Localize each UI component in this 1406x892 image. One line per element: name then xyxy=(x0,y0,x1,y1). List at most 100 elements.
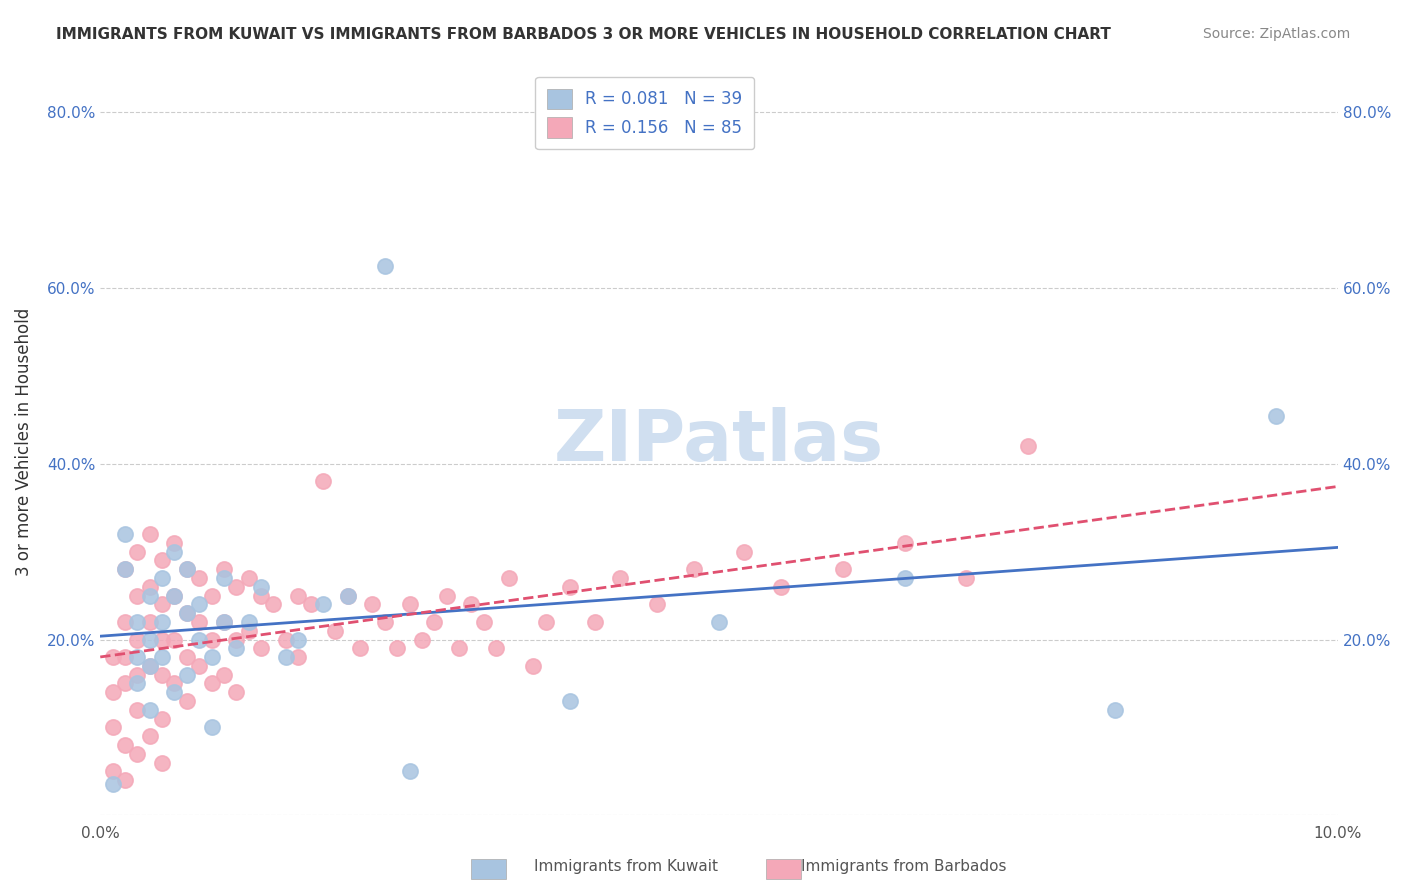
Point xyxy=(831,562,853,576)
Point xyxy=(101,764,124,779)
Text: Immigrants from Kuwait: Immigrants from Kuwait xyxy=(534,859,718,874)
Point xyxy=(127,650,149,665)
Point xyxy=(101,650,124,665)
Point xyxy=(460,598,482,612)
Point xyxy=(325,624,347,638)
Point xyxy=(1017,439,1039,453)
Point xyxy=(683,562,706,576)
Point xyxy=(472,615,495,629)
Point xyxy=(312,475,335,489)
Point xyxy=(250,580,273,594)
Point xyxy=(114,676,136,690)
Y-axis label: 3 or more Vehicles in Household: 3 or more Vehicles in Household xyxy=(15,308,32,576)
Point xyxy=(560,580,582,594)
Point xyxy=(139,729,162,743)
Point xyxy=(201,676,224,690)
Point xyxy=(645,598,668,612)
Point xyxy=(534,615,557,629)
Point xyxy=(287,589,309,603)
Text: Immigrants from Barbados: Immigrants from Barbados xyxy=(801,859,1007,874)
Point xyxy=(560,694,582,708)
Point xyxy=(436,589,458,603)
Text: Source: ZipAtlas.com: Source: ZipAtlas.com xyxy=(1202,27,1350,41)
Point xyxy=(163,544,186,558)
Point xyxy=(769,580,792,594)
Text: IMMIGRANTS FROM KUWAIT VS IMMIGRANTS FROM BARBADOS 3 OR MORE VEHICLES IN HOUSEHO: IMMIGRANTS FROM KUWAIT VS IMMIGRANTS FRO… xyxy=(56,27,1111,42)
Point xyxy=(212,615,235,629)
Point xyxy=(127,589,149,603)
Point xyxy=(707,615,730,629)
Point xyxy=(312,598,335,612)
Point xyxy=(893,571,915,585)
Point xyxy=(114,527,136,541)
Point xyxy=(150,650,173,665)
Point xyxy=(212,615,235,629)
Point xyxy=(374,259,396,273)
Point xyxy=(238,571,260,585)
Point xyxy=(176,667,198,681)
Point xyxy=(176,694,198,708)
Legend: R = 0.081   N = 39, R = 0.156   N = 85: R = 0.081 N = 39, R = 0.156 N = 85 xyxy=(536,77,754,149)
Point xyxy=(1264,409,1286,423)
Point xyxy=(188,598,211,612)
Point xyxy=(485,641,508,656)
Point xyxy=(225,641,247,656)
Point xyxy=(449,641,471,656)
Point xyxy=(114,615,136,629)
Point xyxy=(238,615,260,629)
Point xyxy=(101,720,124,734)
Point xyxy=(127,544,149,558)
Point xyxy=(250,641,273,656)
Point xyxy=(387,641,409,656)
Point xyxy=(188,658,211,673)
Point xyxy=(336,589,359,603)
Point xyxy=(139,527,162,541)
Point xyxy=(609,571,631,585)
Point xyxy=(163,536,186,550)
Point xyxy=(398,764,420,779)
Point xyxy=(139,632,162,647)
Point xyxy=(114,773,136,788)
Point xyxy=(163,632,186,647)
Point xyxy=(188,615,211,629)
Point xyxy=(176,606,198,620)
Point xyxy=(201,650,224,665)
Point xyxy=(101,685,124,699)
Point xyxy=(188,571,211,585)
Point xyxy=(893,536,915,550)
Point xyxy=(114,562,136,576)
Point xyxy=(287,632,309,647)
Point xyxy=(274,632,297,647)
Point xyxy=(212,571,235,585)
Point xyxy=(150,756,173,770)
Point xyxy=(150,632,173,647)
Point xyxy=(522,658,544,673)
Point xyxy=(176,562,198,576)
Point xyxy=(176,562,198,576)
Point xyxy=(127,667,149,681)
Point xyxy=(263,598,285,612)
Point xyxy=(150,553,173,567)
Point xyxy=(583,615,606,629)
Point xyxy=(225,685,247,699)
Point xyxy=(114,562,136,576)
Point xyxy=(201,720,224,734)
Point xyxy=(225,580,247,594)
Point xyxy=(733,544,755,558)
Point xyxy=(163,589,186,603)
Point xyxy=(176,650,198,665)
Point xyxy=(361,598,384,612)
Point xyxy=(212,562,235,576)
Point xyxy=(101,777,124,791)
Point xyxy=(163,589,186,603)
Point xyxy=(955,571,977,585)
Point xyxy=(1104,703,1126,717)
Text: ZIPatlas: ZIPatlas xyxy=(554,408,884,476)
Point xyxy=(349,641,371,656)
Point xyxy=(498,571,520,585)
Point xyxy=(150,712,173,726)
Point xyxy=(139,658,162,673)
Point xyxy=(299,598,322,612)
Point xyxy=(127,747,149,761)
Point xyxy=(139,658,162,673)
